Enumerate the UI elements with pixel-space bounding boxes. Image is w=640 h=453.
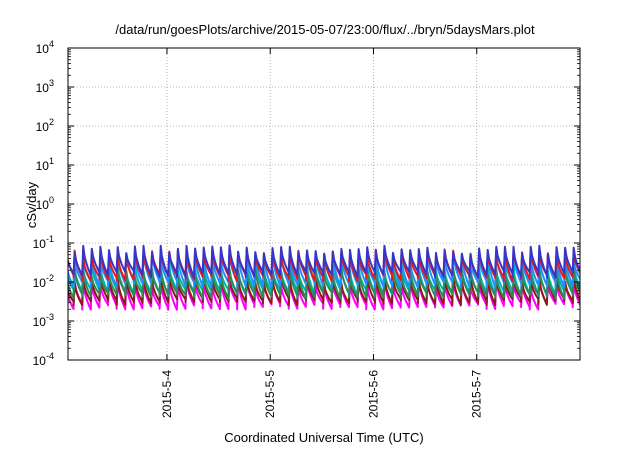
y-tick-exponent: -1 <box>46 234 54 244</box>
y-tick-label: 104 <box>36 39 54 56</box>
y-axis-label: cSv/day <box>24 181 39 228</box>
y-tick-exponent: -2 <box>46 273 54 283</box>
y-tick-label: 101 <box>36 156 54 173</box>
y-tick-exponent: -4 <box>46 351 54 361</box>
x-tick-labels: 2015-5-4 2015-5-5 2015-5-6 2015-5-7 <box>160 370 484 418</box>
y-tick-exponent: 1 <box>49 156 54 166</box>
y-tick-base: 10 <box>36 42 50 56</box>
y-tick-label: 100 <box>36 195 54 212</box>
y-tick-label: 103 <box>36 78 54 95</box>
tick-layer <box>68 47 580 361</box>
y-tick-base: 10 <box>33 315 47 329</box>
y-tick-base: 10 <box>36 198 50 212</box>
y-tick-exponent: 0 <box>49 195 54 205</box>
series-layer <box>68 244 580 311</box>
y-tick-exponent: 4 <box>49 39 54 49</box>
y-tick-base: 10 <box>36 81 50 95</box>
y-tick-exponent: -3 <box>46 312 54 322</box>
x-tick-label: 2015-5-4 <box>160 370 174 418</box>
y-tick-label: 10-1 <box>33 234 54 251</box>
y-tick-label: 102 <box>36 117 54 134</box>
x-tick-label: 2015-5-5 <box>263 370 277 418</box>
x-axis-label: Coordinated Universal Time (UTC) <box>224 430 423 445</box>
y-tick-label: 10-4 <box>33 351 54 368</box>
grid-layer <box>68 48 580 360</box>
chart-title: /data/run/goesPlots/archive/2015-05-07/2… <box>115 22 535 37</box>
series-line <box>68 244 580 279</box>
y-tick-base: 10 <box>33 354 47 368</box>
y-tick-exponent: 3 <box>49 78 54 88</box>
y-tick-base: 10 <box>36 159 50 173</box>
x-tick-label: 2015-5-7 <box>470 370 484 418</box>
y-tick-base: 10 <box>33 237 47 251</box>
x-tick-label: 2015-5-6 <box>366 370 380 418</box>
y-tick-base: 10 <box>36 120 50 134</box>
y-tick-base: 10 <box>33 276 47 290</box>
y-tick-label: 10-3 <box>33 312 54 329</box>
y-tick-exponent: 2 <box>49 117 54 127</box>
y-tick-label: 10-2 <box>33 273 54 290</box>
